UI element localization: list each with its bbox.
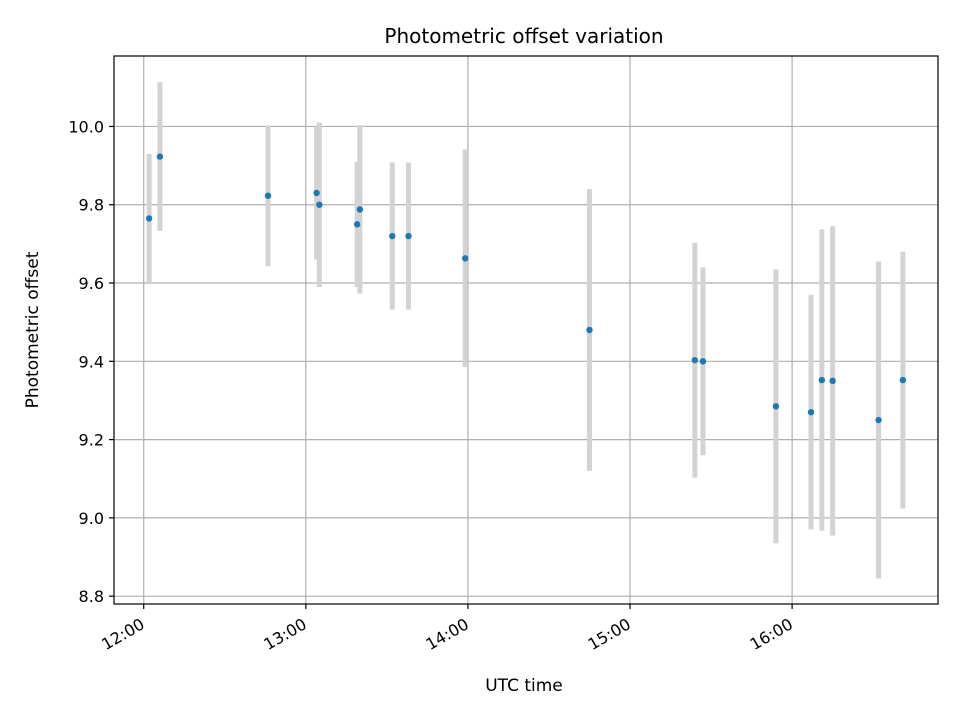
data-point	[313, 189, 320, 197]
y-tick-label: 10.0	[68, 117, 104, 136]
data-point	[356, 206, 364, 213]
y-tick-label: 9.8	[79, 196, 104, 215]
data-point	[353, 221, 361, 228]
x-tick-label: 15:00	[585, 614, 634, 654]
grid	[114, 56, 938, 604]
data-point	[772, 403, 780, 410]
data-point	[462, 255, 469, 262]
chart-title: Photometric offset variation	[384, 24, 663, 48]
plot-frame	[113, 55, 939, 605]
data-point	[316, 201, 323, 208]
y-tick-label: 8.8	[79, 587, 104, 606]
data-point	[829, 377, 836, 385]
data-point	[807, 409, 815, 416]
x-tick-label: 13:00	[260, 614, 309, 654]
y-tick-label: 9.4	[79, 352, 104, 371]
data-point	[691, 356, 699, 364]
data-point	[145, 215, 153, 222]
y-axis: 8.8 9.0 9.2 9.4 9.6 9.8 10.0	[68, 117, 114, 606]
data-point	[875, 416, 882, 424]
x-tick-label: 12:00	[98, 614, 147, 654]
data-point	[818, 376, 826, 384]
x-tick-label: 16:00	[747, 614, 796, 654]
y-axis-title: Photometric offset	[23, 251, 43, 408]
data-point	[156, 153, 164, 160]
error-bars	[146, 82, 906, 579]
data-point	[899, 376, 907, 384]
y-tick-label: 9.6	[79, 274, 104, 293]
x-axis: 12:00 13:00 14:00 15:00 16:00	[98, 604, 796, 654]
data-point	[586, 326, 593, 334]
data-points	[145, 153, 907, 424]
y-tick-label: 9.2	[79, 431, 104, 450]
x-axis-title: UTC time	[485, 676, 563, 696]
data-point	[405, 232, 412, 240]
data-point	[699, 358, 707, 365]
data-point	[264, 192, 272, 199]
y-tick-label: 9.0	[79, 509, 104, 528]
x-tick-label: 14:00	[422, 614, 471, 654]
data-point	[389, 232, 396, 240]
